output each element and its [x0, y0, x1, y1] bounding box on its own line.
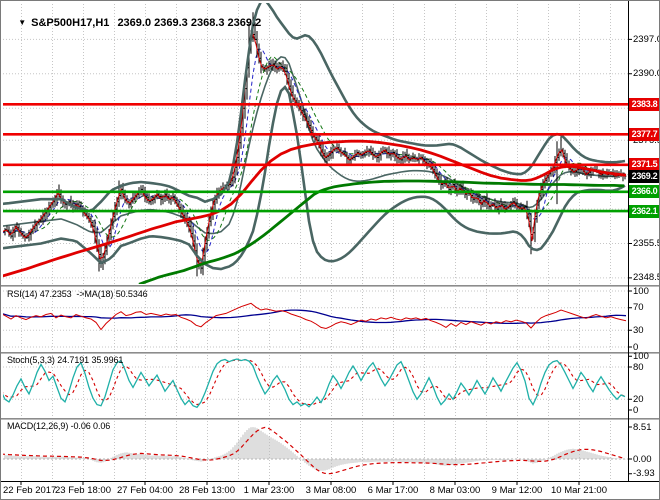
ma-fast-green-dashed: [3, 56, 626, 241]
chevron-down-icon[interactable]: ▼: [18, 18, 27, 27]
ma-green-slow: [138, 179, 625, 284]
grid-horizontal: [3, 366, 628, 400]
symbol-label: S&P500H17,H1: [31, 17, 110, 29]
macd-signal-line: [3, 426, 626, 475]
bollinger-lower: [3, 85, 626, 271]
rsi-plot: [3, 287, 628, 350]
macd-label: MACD(12,26,9) -0.06 0.06: [7, 421, 111, 431]
stoch-main-line: [3, 358, 626, 409]
stoch-label: Stoch(5,3,3) 24.7191 35.9961: [7, 355, 124, 365]
chart-header: ▼ S&P500H17,H1 2369.0 2369.3 2368.3 2369.2: [6, 5, 261, 41]
ma-red-slow: [3, 139, 627, 278]
panel-separator[interactable]: [1, 285, 660, 287]
rsi-label: RSI(14) 47.2353 ->MA(18) 50.5346: [7, 289, 148, 299]
panel-separator[interactable]: [1, 418, 660, 420]
main-plot: [3, 3, 628, 284]
bollinger-upper: [3, 3, 626, 213]
macd-histogram: [4, 427, 626, 471]
rsi-line: [3, 302, 627, 331]
grid-horizontal: [3, 290, 628, 348]
ohlc-values: 2369.0 2369.3 2368.3 2369.2: [117, 17, 262, 29]
panel-separator[interactable]: [1, 352, 660, 354]
rsi-ma-line: [3, 309, 627, 325]
macd-plot: [3, 419, 628, 480]
stoch-plot: [3, 353, 628, 416]
